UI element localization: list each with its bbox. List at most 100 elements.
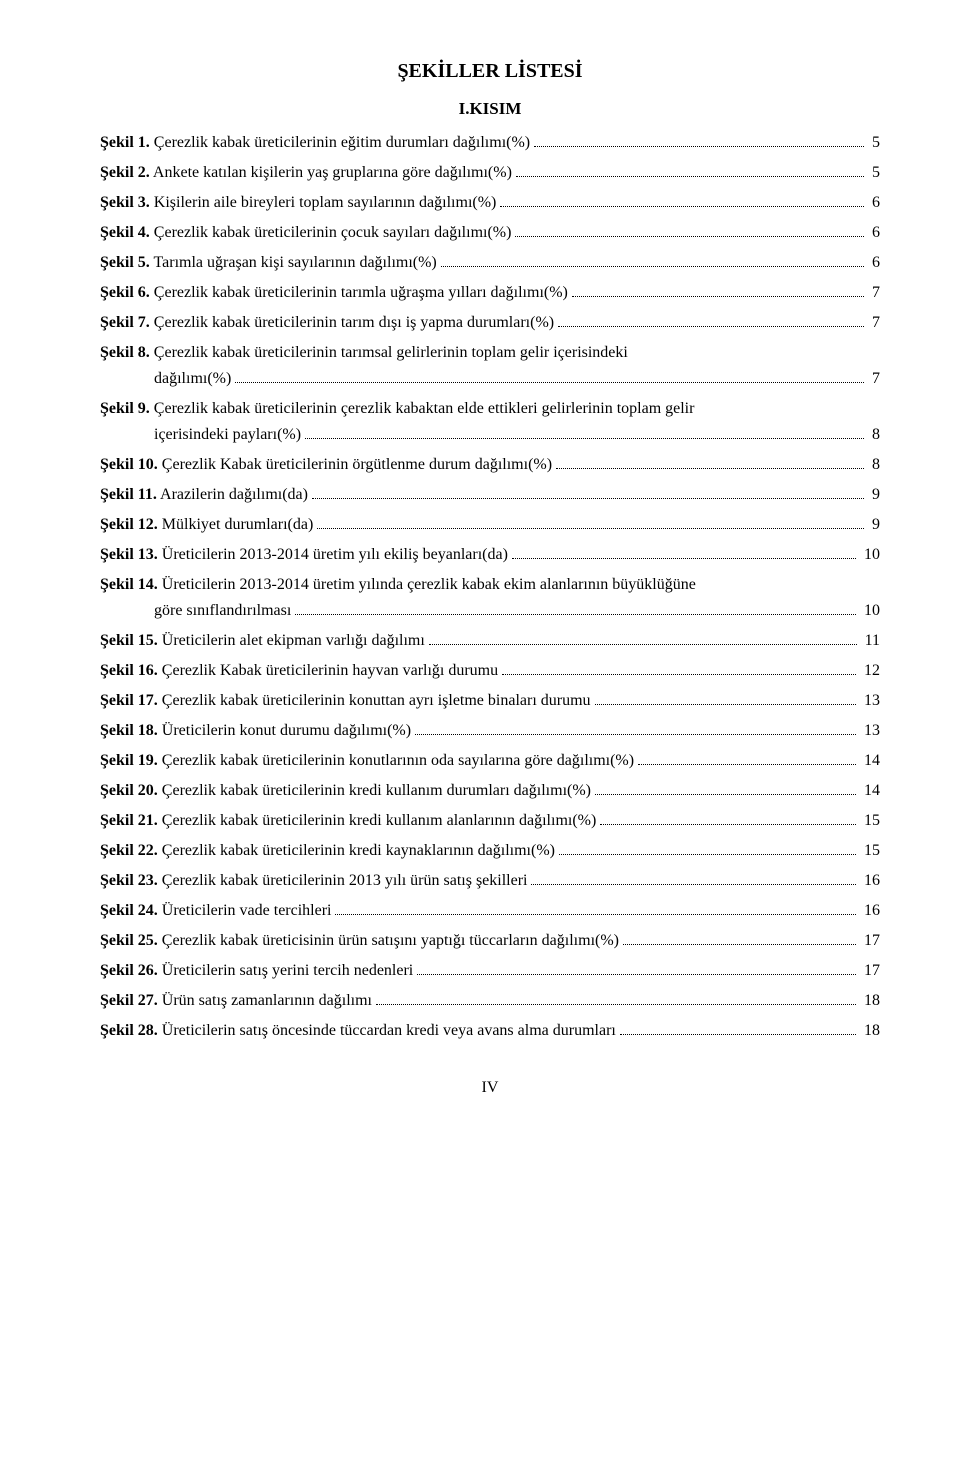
toc-entry: Şekil 14. Üreticilerin 2013-2014 üretim … [100, 573, 880, 597]
toc-leader-dots [556, 455, 864, 469]
toc-leader-dots [572, 283, 864, 297]
toc-entry-text: Üreticilerin satış öncesinde tüccardan k… [158, 1022, 616, 1039]
toc-leader-dots [335, 901, 856, 915]
toc-entry-page: 18 [860, 989, 880, 1013]
toc-entry-text: Çerezlik kabak üreticilerinin kredi kayn… [158, 842, 555, 859]
toc-entry-number: Şekil 12. [100, 516, 158, 533]
toc-entry-text: Tarımla uğraşan kişi sayılarının dağılım… [150, 254, 437, 271]
toc-leader-dots [312, 485, 864, 499]
toc-entry: Şekil 23. Çerezlik kabak üreticilerinin … [100, 869, 880, 893]
toc-entry-text: Çerezlik kabak üreticilerinin eğitim dur… [150, 134, 530, 151]
toc-entry-label: Şekil 21. Çerezlik kabak üreticilerinin … [100, 809, 596, 833]
toc-entry-number: Şekil 13. [100, 546, 158, 563]
toc-entry-label: Şekil 8. Çerezlik kabak üreticilerinin t… [100, 341, 628, 365]
toc-entry-page: 9 [868, 483, 880, 507]
toc-entry-text: Çerezlik kabak üreticilerinin tarımsal g… [150, 344, 628, 361]
toc-entry-page: 6 [868, 221, 880, 245]
toc-entry: Şekil 2. Ankete katılan kişilerin yaş gr… [100, 161, 880, 185]
toc-entry-continuation: göre sınıflandırılması 10 [154, 599, 880, 623]
toc-entry-number: Şekil 14. [100, 576, 158, 593]
toc-entry-text: Çerezlik Kabak üreticilerinin örgütlenme… [158, 456, 552, 473]
table-of-contents: Şekil 1. Çerezlik kabak üreticilerinin e… [100, 131, 880, 1043]
page-number-footer: IV [100, 1079, 880, 1097]
toc-entry-label: Şekil 23. Çerezlik kabak üreticilerinin … [100, 869, 527, 893]
toc-entry: Şekil 25. Çerezlik kabak üreticisinin ür… [100, 929, 880, 953]
toc-entry-number: Şekil 21. [100, 812, 158, 829]
toc-entry-page: 17 [860, 929, 880, 953]
toc-entry-wrap-text: içerisindeki payları(%) [154, 423, 301, 447]
toc-entry-text: Çerezlik kabak üreticilerinin kredi kull… [158, 782, 591, 799]
toc-entry-text: Üreticilerin 2013-2014 üretim yılı ekili… [158, 546, 508, 563]
toc-entry-text: Arazilerin dağılımı(da) [157, 486, 308, 503]
toc-entry-page: 8 [868, 423, 880, 447]
toc-entry-page: 16 [860, 869, 880, 893]
toc-entry-page: 13 [860, 689, 880, 713]
toc-leader-dots [512, 545, 856, 559]
toc-leader-dots [620, 1021, 856, 1035]
toc-entry-text: Üreticilerin konut durumu dağılımı(%) [158, 722, 411, 739]
toc-leader-dots [417, 961, 856, 975]
toc-leader-dots [500, 193, 864, 207]
toc-entry-page: 11 [861, 629, 880, 653]
toc-leader-dots [376, 991, 856, 1005]
toc-entry: Şekil 7. Çerezlik kabak üreticilerinin t… [100, 311, 880, 335]
toc-entry-text: Çerezlik Kabak üreticilerinin hayvan var… [158, 662, 498, 679]
toc-entry-page: 16 [860, 899, 880, 923]
toc-entry-text: Ankete katılan kişilerin yaş gruplarına … [150, 164, 512, 181]
toc-entry-text: Ürün satış zamanlarının dağılımı [158, 992, 372, 1009]
toc-entry-wrap-text: göre sınıflandırılması [154, 599, 291, 623]
toc-entry-label: Şekil 4. Çerezlik kabak üreticilerinin ç… [100, 221, 511, 245]
toc-entry: Şekil 28. Üreticilerin satış öncesinde t… [100, 1019, 880, 1043]
toc-entry-text: Üreticilerin alet ekipman varlığı dağılı… [158, 632, 425, 649]
toc-entry-page: 5 [868, 131, 880, 155]
toc-entry-number: Şekil 26. [100, 962, 158, 979]
toc-entry-text: Çerezlik kabak üreticisinin ürün satışın… [158, 932, 619, 949]
toc-entry-label: Şekil 9. Çerezlik kabak üreticilerinin ç… [100, 397, 694, 421]
toc-entry-label: Şekil 19. Çerezlik kabak üreticilerinin … [100, 749, 634, 773]
toc-entry: Şekil 5. Tarımla uğraşan kişi sayılarını… [100, 251, 880, 275]
toc-entry-label: Şekil 15. Üreticilerin alet ekipman varl… [100, 629, 425, 653]
toc-entry-label: Şekil 5. Tarımla uğraşan kişi sayılarını… [100, 251, 437, 275]
toc-entry-label: Şekil 26. Üreticilerin satış yerini terc… [100, 959, 413, 983]
toc-entry-number: Şekil 20. [100, 782, 158, 799]
toc-entry: Şekil 20. Çerezlik kabak üreticilerinin … [100, 779, 880, 803]
toc-entry-number: Şekil 10. [100, 456, 158, 473]
toc-entry: Şekil 18. Üreticilerin konut durumu dağı… [100, 719, 880, 743]
toc-leader-dots [305, 425, 864, 439]
toc-leader-dots [595, 781, 856, 795]
toc-entry-page: 12 [860, 659, 880, 683]
toc-entry-text: Çerezlik kabak üreticilerinin konuttan a… [158, 692, 591, 709]
toc-entry: Şekil 15. Üreticilerin alet ekipman varl… [100, 629, 880, 653]
toc-entry-number: Şekil 11. [100, 486, 157, 503]
toc-entry-text: Üreticilerin satış yerini tercih nedenle… [158, 962, 413, 979]
toc-leader-dots [502, 661, 856, 675]
toc-entry-number: Şekil 1. [100, 134, 150, 151]
toc-leader-dots [531, 871, 856, 885]
toc-entry-page: 17 [860, 959, 880, 983]
toc-leader-dots [638, 751, 856, 765]
toc-entry-page: 7 [868, 367, 880, 391]
toc-entry-label: Şekil 25. Çerezlik kabak üreticisinin ür… [100, 929, 619, 953]
toc-entry: Şekil 9. Çerezlik kabak üreticilerinin ç… [100, 397, 880, 421]
toc-entry-text: Çerezlik kabak üreticilerinin 2013 yılı … [158, 872, 528, 889]
toc-entry-continuation: dağılımı(%)7 [154, 367, 880, 391]
section-heading: I.KISIM [100, 99, 880, 119]
toc-entry-label: Şekil 11. Arazilerin dağılımı(da) [100, 483, 308, 507]
toc-entry: Şekil 24. Üreticilerin vade tercihleri16 [100, 899, 880, 923]
toc-entry: Şekil 4. Çerezlik kabak üreticilerinin ç… [100, 221, 880, 245]
toc-entry-page: 15 [860, 839, 880, 863]
toc-leader-dots [515, 223, 864, 237]
toc-entry: Şekil 6. Çerezlik kabak üreticilerinin t… [100, 281, 880, 305]
toc-entry-number: Şekil 25. [100, 932, 158, 949]
toc-entry-text: Çerezlik kabak üreticilerinin çocuk sayı… [150, 224, 512, 241]
toc-entry: Şekil 16. Çerezlik Kabak üreticilerinin … [100, 659, 880, 683]
toc-entry-label: Şekil 17. Çerezlik kabak üreticilerinin … [100, 689, 591, 713]
toc-entry-page: 14 [860, 749, 880, 773]
toc-entry-page: 6 [868, 191, 880, 215]
toc-entry: Şekil 26. Üreticilerin satış yerini terc… [100, 959, 880, 983]
toc-leader-dots [516, 163, 864, 177]
toc-entry: Şekil 10. Çerezlik Kabak üreticilerinin … [100, 453, 880, 477]
toc-leader-dots [429, 631, 857, 645]
toc-entry-page: 10 [860, 599, 880, 623]
toc-entry: Şekil 1. Çerezlik kabak üreticilerinin e… [100, 131, 880, 155]
